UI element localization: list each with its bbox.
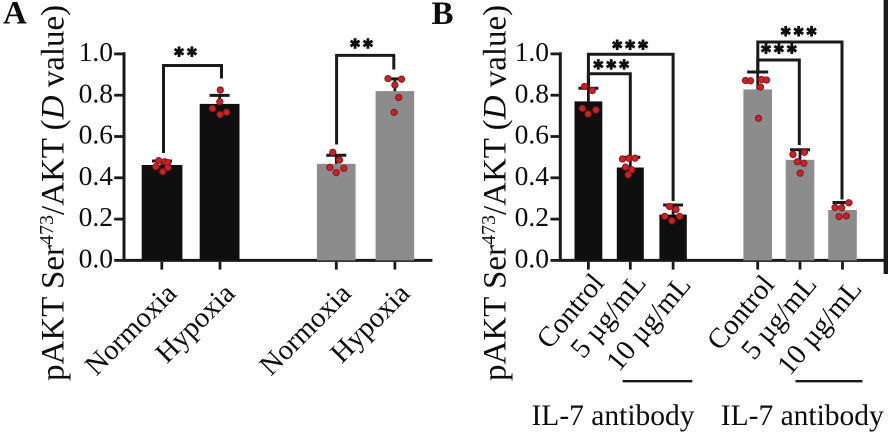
svg-text:pAKT Ser473/AKT (D value): pAKT Ser473/AKT (D value) [478,5,514,381]
svg-text:1.0: 1.0 [79,36,113,67]
svg-text:pAKT Ser473/AKT (D value): pAKT Ser473/AKT (D value) [36,5,72,381]
svg-text:0.4: 0.4 [515,160,550,191]
svg-text:0.0: 0.0 [79,243,113,274]
svg-text:1.0: 1.0 [515,36,549,67]
svg-text:0.0: 0.0 [515,243,549,274]
svg-text:0.2: 0.2 [79,201,113,232]
svg-text:A: A [3,0,27,32]
svg-text:0.4: 0.4 [79,160,114,191]
svg-text:IL-7 antibody: IL-7 antibody [531,400,694,432]
svg-text:0.6: 0.6 [515,119,549,150]
svg-text:IL-7 antibody: IL-7 antibody [721,400,884,432]
svg-text:0.2: 0.2 [515,201,549,232]
svg-text:0.8: 0.8 [79,77,113,108]
svg-text:B: B [432,0,454,32]
svg-text:0.8: 0.8 [515,77,549,108]
svg-text:0.6: 0.6 [79,119,113,150]
